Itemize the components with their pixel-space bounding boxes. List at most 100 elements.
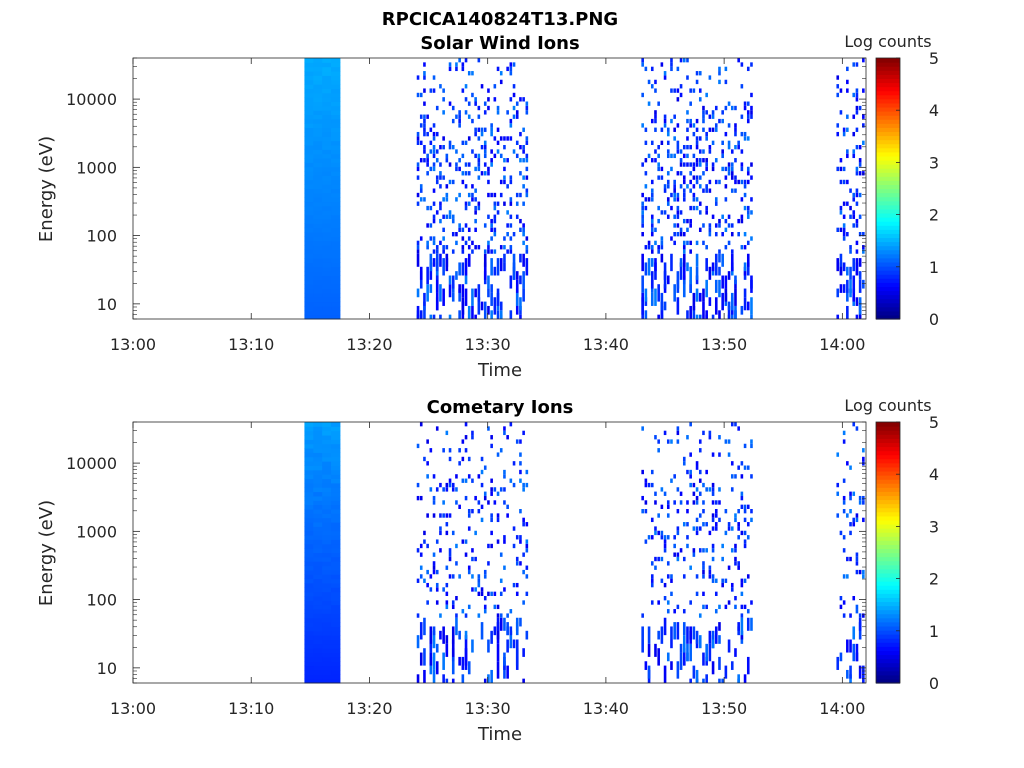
spectrogram-cell	[682, 197, 686, 202]
spectrogram-cell	[493, 192, 497, 198]
spectrogram-cell	[490, 127, 493, 132]
spectrogram-cell	[852, 596, 856, 601]
spectrogram-cell	[515, 101, 519, 106]
spectrogram-cell	[852, 114, 856, 119]
spectrogram-cell	[721, 153, 724, 159]
spectrogram-cell	[842, 223, 846, 228]
spectrogram-cell	[708, 487, 712, 492]
spectrogram-cell	[849, 556, 852, 562]
spectrogram-cell	[727, 301, 731, 311]
spectrogram-cell	[718, 604, 721, 610]
spectrogram-cell	[743, 443, 747, 449]
spectrogram-cell	[714, 223, 718, 228]
spectrogram-cell	[852, 491, 856, 496]
spectrogram-cell	[519, 158, 522, 163]
spectrogram-cell	[331, 665, 341, 671]
spectrogram-cell	[322, 491, 332, 497]
spectrogram-cell	[461, 171, 465, 176]
spectrogram-cell	[313, 166, 323, 172]
spectrogram-cell	[842, 284, 846, 293]
spectrogram-cell	[423, 131, 426, 137]
spectrogram-cell	[654, 127, 657, 132]
spectrogram-cell	[304, 556, 314, 562]
spectrogram-cell	[737, 465, 740, 470]
spectrogram-cell	[695, 145, 699, 150]
spectrogram-cell	[644, 310, 648, 319]
spectrogram-cell	[464, 184, 468, 189]
spectrogram-cell	[689, 88, 692, 93]
spectrogram-cell	[313, 491, 323, 497]
spectrogram-cell	[331, 474, 341, 480]
spectrogram-cell	[718, 635, 721, 644]
spectrogram-cell	[448, 210, 452, 215]
spectrogram-cell	[734, 275, 737, 285]
spectrogram-cell	[682, 153, 686, 159]
spectrogram-cell	[705, 210, 708, 215]
spectrogram-cell	[734, 158, 737, 163]
spectrogram-cell	[487, 166, 490, 172]
spectrogram-cell	[839, 262, 843, 276]
spectrogram-cell	[695, 314, 699, 319]
spectrogram-cell	[682, 648, 686, 666]
spectrogram-cell	[522, 430, 525, 436]
spectrogram-cell	[322, 123, 332, 129]
spectrogram-cell	[423, 101, 426, 106]
spectrogram-cell	[644, 66, 648, 72]
spectrogram-cell	[322, 310, 332, 316]
spectrogram-cell	[525, 630, 529, 640]
spectrogram-cell	[313, 539, 323, 545]
spectrogram-cell	[477, 574, 481, 579]
spectrogram-cell	[423, 158, 426, 163]
spectrogram-cell	[855, 240, 859, 246]
spectrogram-cell	[862, 140, 865, 145]
spectrogram-cell	[734, 105, 737, 111]
spectrogram-cell	[442, 500, 445, 505]
spectrogram-cell	[416, 166, 420, 172]
spectrogram-cell	[695, 526, 699, 531]
spectrogram-cell	[331, 227, 341, 233]
spectrogram-cell	[322, 179, 332, 185]
spectrogram-cell	[304, 305, 314, 311]
spectrogram-cell	[686, 500, 689, 505]
spectrogram-cell	[525, 539, 529, 544]
spectrogram-cell	[839, 158, 843, 163]
spectrogram-cell	[743, 232, 747, 237]
spectrogram-cell	[515, 214, 519, 219]
spectrogram-cell	[331, 674, 341, 680]
spectrogram-cell	[487, 305, 490, 315]
spectrogram-cell	[689, 118, 692, 124]
spectrogram-cell	[660, 504, 664, 509]
spectrogram-cell	[852, 210, 856, 215]
spectrogram-cell	[525, 101, 529, 106]
spectrogram-cell	[846, 669, 849, 679]
spectrogram-cell	[836, 227, 840, 232]
spectrogram-cell	[676, 530, 680, 536]
spectrogram-cell	[670, 639, 673, 649]
spectrogram-cell	[477, 162, 481, 167]
spectrogram-cell	[322, 461, 332, 466]
spectrogram-cell	[730, 582, 734, 588]
spectrogram-cell	[846, 114, 849, 119]
spectrogram-cell	[647, 197, 651, 202]
spectrogram-cell	[322, 596, 332, 601]
spectrogram-cell	[730, 548, 734, 553]
spectrogram-cell	[695, 205, 699, 211]
spectrogram-cell	[304, 491, 314, 497]
spectrogram-cell	[509, 630, 513, 649]
spectrogram-cell	[737, 561, 740, 566]
spectrogram-cell	[304, 465, 314, 471]
spectrogram-cell	[477, 474, 481, 479]
spectrogram-cell	[657, 175, 660, 180]
spectrogram-cell	[304, 626, 314, 632]
spectrogram-cell	[855, 426, 859, 431]
spectrogram-cell	[313, 266, 323, 272]
spectrogram-cell	[708, 179, 712, 185]
spectrogram-cell	[737, 522, 740, 527]
spectrogram-cell	[522, 522, 525, 527]
spectrogram-cell	[714, 626, 718, 644]
spectrogram-cell	[435, 275, 439, 293]
spectrogram-cell	[331, 310, 341, 316]
spectrogram-cell	[419, 92, 423, 98]
spectrogram-cell	[506, 223, 509, 228]
